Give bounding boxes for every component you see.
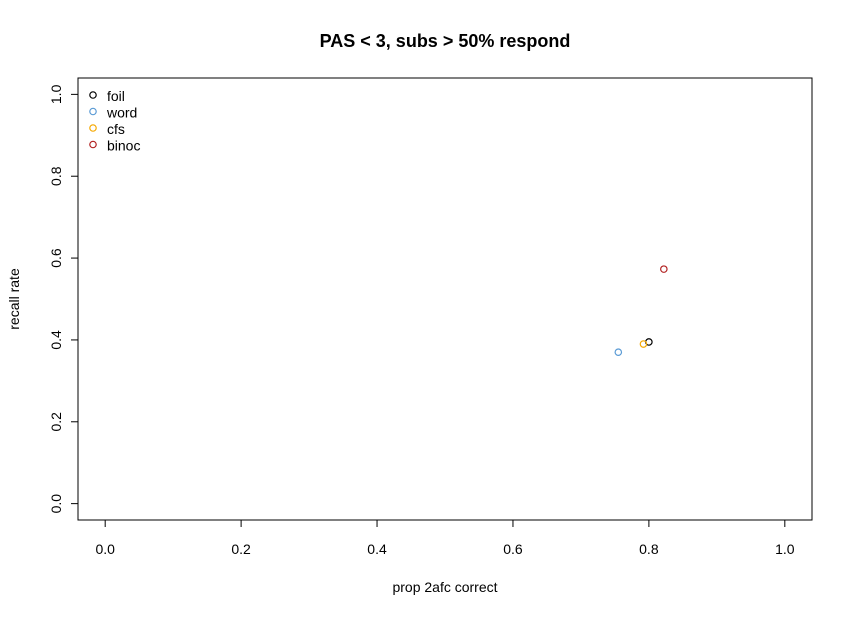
y-tick-label: 0.6 (48, 248, 64, 268)
data-point-binoc (660, 265, 668, 273)
y-axis-label: recall rate (6, 268, 22, 330)
x-tick-label: 0.0 (95, 541, 115, 557)
legend-label-binoc: binoc (107, 138, 140, 154)
legend-marker-foil (89, 91, 97, 99)
x-tick-label: 0.8 (639, 541, 659, 557)
legend-marker-binoc (89, 140, 97, 149)
y-tick-label: 0.2 (48, 412, 64, 432)
legend-label-foil: foil (107, 88, 125, 104)
legend-label-word: word (106, 105, 137, 121)
y-tick-label: 0.8 (48, 166, 64, 186)
legend-marker-cfs (89, 124, 97, 132)
y-tick-label: 1.0 (48, 84, 64, 104)
x-axis: 0.0 0.2 0.4 0.6 0.8 1.0 (95, 519, 795, 557)
x-tick-label: 1.0 (775, 541, 795, 557)
x-tick-label: 0.2 (231, 541, 251, 557)
plot-frame (77, 77, 813, 521)
x-tick-label: 0.4 (367, 541, 387, 557)
data-point-word (614, 348, 623, 357)
x-axis-label: prop 2afc correct (392, 579, 497, 595)
legend-marker-word (89, 107, 97, 116)
y-tick-label: 0.4 (48, 330, 64, 350)
data-points (614, 265, 668, 357)
data-point-cfs (639, 340, 648, 348)
legend-label-cfs: cfs (107, 121, 125, 137)
y-axis: 0.0 0.2 0.4 0.6 0.8 1.0 (48, 84, 79, 514)
chart-title: PAS < 3, subs > 50% respond (320, 31, 571, 51)
x-tick-label: 0.6 (503, 541, 523, 557)
y-tick-label: 0.0 (48, 494, 64, 514)
